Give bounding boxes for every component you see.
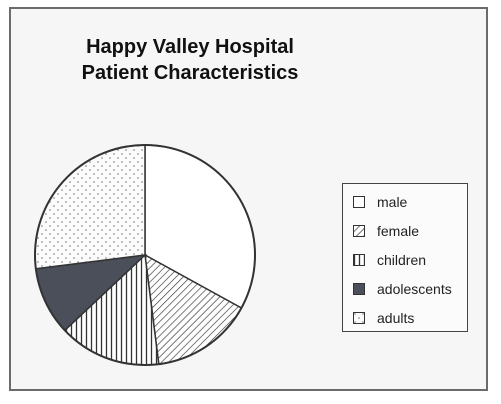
dots-icon xyxy=(353,312,365,324)
legend-item-female: female xyxy=(353,221,419,241)
vertical-stripes-icon xyxy=(353,254,365,266)
chart-title-line-1: Happy Valley Hospital xyxy=(86,36,294,58)
legend-item-male: male xyxy=(353,192,407,212)
pie-outline xyxy=(34,144,256,366)
chart-subtitle: Patient Characteristics xyxy=(81,62,299,84)
legend-item-children: children xyxy=(353,250,426,270)
blank-icon xyxy=(353,196,365,208)
diagonal-hatch-icon xyxy=(353,225,365,237)
legend-label-adults: adults xyxy=(377,310,415,326)
legend-item-adolescents: adolescents xyxy=(353,279,452,299)
legend-item-adults: adults xyxy=(353,308,414,328)
legend-label-children: children xyxy=(377,252,427,268)
legend-label-male: male xyxy=(377,194,408,210)
legend-label-female: female xyxy=(377,223,420,239)
legend: male female children adolescents adults xyxy=(342,183,468,332)
pie-slice-adults xyxy=(34,144,146,270)
solid-dark-icon xyxy=(353,283,365,295)
chart-title: Happy Valley Hospital Patient Characteri… xyxy=(40,34,340,86)
legend-label-adolescents: adolescents xyxy=(377,281,452,297)
